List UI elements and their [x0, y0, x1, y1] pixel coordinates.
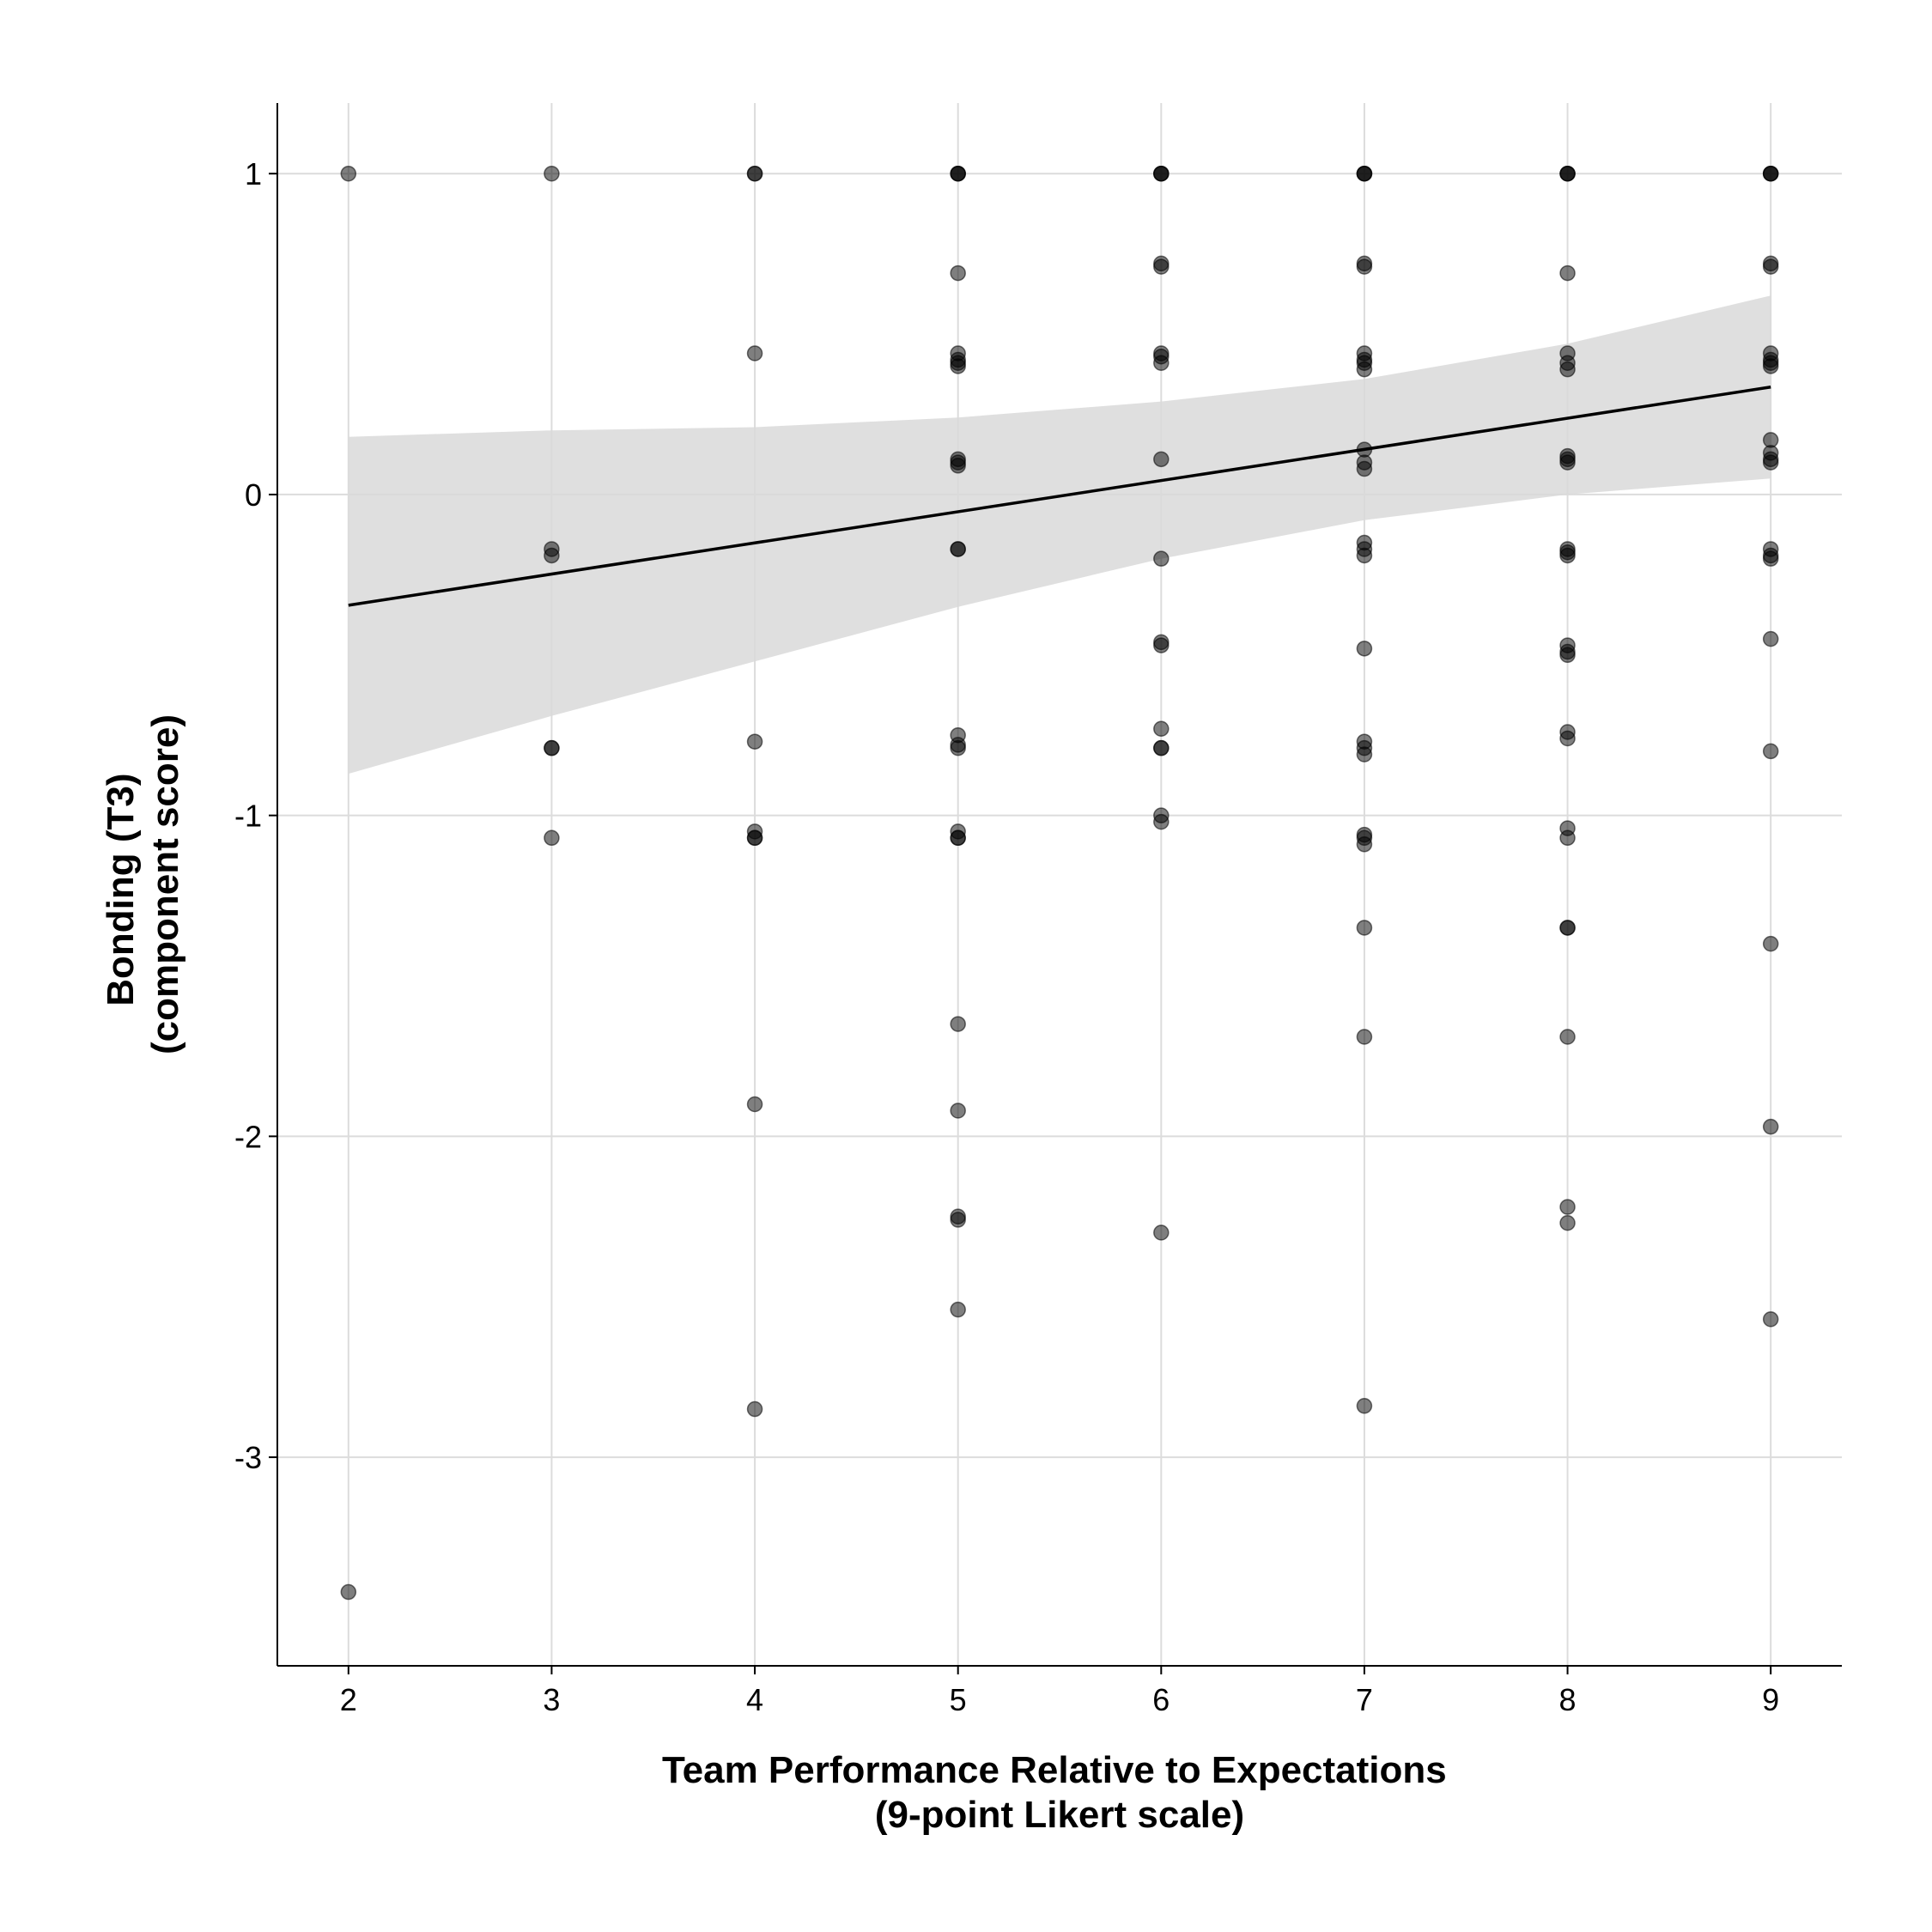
- data-point: [746, 733, 763, 750]
- data-point: [1559, 1029, 1576, 1045]
- data-point: [746, 345, 763, 361]
- data-point: [1356, 746, 1373, 762]
- data-point: [950, 264, 966, 282]
- regression-line: [348, 386, 1771, 607]
- data-point: [1356, 547, 1373, 564]
- y-tick-label: -1: [234, 799, 262, 834]
- data-point: [1559, 829, 1576, 847]
- data-point: [1762, 454, 1779, 471]
- data-point: [1559, 454, 1576, 471]
- data-point: [1762, 935, 1779, 952]
- data-point: [1356, 165, 1373, 182]
- x-tick-label: 7: [1356, 1682, 1373, 1717]
- data-point: [1356, 1029, 1373, 1045]
- data-point: [950, 1016, 966, 1032]
- data-point: [1153, 1224, 1170, 1241]
- data-point: [1153, 550, 1170, 567]
- data-point: [544, 165, 560, 182]
- x-axis-title-line-2: (9-point Likert scale): [875, 1794, 1244, 1836]
- data-point: [1762, 258, 1779, 275]
- data-point: [1153, 451, 1170, 468]
- data-point: [1762, 358, 1779, 374]
- data-point: [1559, 165, 1576, 182]
- data-point: [950, 1103, 966, 1119]
- data-point: [1559, 920, 1576, 936]
- data-point: [1559, 264, 1576, 282]
- data-point: [1153, 720, 1170, 737]
- x-tick-label: 6: [1152, 1682, 1170, 1717]
- data-point: [1559, 361, 1576, 378]
- data-point: [950, 739, 966, 756]
- data-point: [1153, 637, 1170, 653]
- data-point: [950, 829, 966, 847]
- x-axis-title-line-1: Team Performance Relative to Expectation…: [662, 1749, 1447, 1791]
- y-tick-label: -3: [234, 1440, 262, 1475]
- data-point: [544, 547, 560, 564]
- data-point: [1153, 355, 1170, 371]
- data-point: [1356, 1398, 1373, 1414]
- y-tick-label: 0: [245, 477, 262, 513]
- data-point: [1762, 165, 1779, 182]
- y-axis-title-line-1: Bonding (T3): [100, 773, 142, 1005]
- data-point: [746, 1400, 763, 1418]
- x-tick-label: 2: [340, 1682, 357, 1717]
- data-point: [544, 739, 560, 756]
- axes: [269, 103, 1842, 1674]
- y-tick-label: -2: [234, 1119, 262, 1154]
- data-point: [746, 829, 763, 847]
- x-tick-label: 8: [1559, 1682, 1577, 1717]
- data-point: [746, 165, 763, 182]
- data-point: [1762, 743, 1779, 760]
- x-axis-title: Team Performance Relative to Expectation…: [662, 1749, 1457, 1836]
- data-point: [1559, 647, 1576, 664]
- data-point: [1762, 630, 1779, 647]
- data-point: [1356, 258, 1373, 275]
- data-point: [950, 1212, 966, 1228]
- data-point: [1153, 813, 1170, 830]
- confidence-band: [348, 295, 1771, 775]
- data-points: [340, 165, 1779, 1601]
- data-point: [1762, 550, 1779, 567]
- data-point: [1762, 1311, 1779, 1327]
- data-point: [1559, 1199, 1576, 1215]
- data-point: [340, 1583, 357, 1601]
- x-tick-label: 9: [1762, 1682, 1779, 1717]
- data-point: [1356, 836, 1373, 853]
- tick-labels: 2 3 4 5 6 7 8 910-1-2-3: [234, 156, 1779, 1717]
- data-point: [1153, 739, 1170, 756]
- data-point: [1559, 730, 1576, 747]
- data-point: [950, 541, 966, 557]
- data-point: [1153, 165, 1170, 182]
- y-tick-label: 1: [245, 156, 262, 191]
- data-point: [1559, 1215, 1576, 1231]
- x-tick-label: 5: [950, 1682, 967, 1717]
- data-point: [746, 1096, 763, 1113]
- data-point: [950, 1301, 966, 1318]
- data-point: [950, 165, 966, 182]
- data-point: [1559, 547, 1576, 564]
- data-point: [950, 458, 966, 474]
- data-point: [1356, 920, 1373, 936]
- confidence-band-layer: [348, 295, 1771, 775]
- regression-line-layer: [348, 386, 1771, 607]
- data-point: [950, 355, 966, 371]
- data-point: [1356, 641, 1373, 657]
- data-point: [1153, 258, 1170, 275]
- y-axis-title-line-2: (component score): [144, 714, 186, 1054]
- data-point: [1356, 460, 1373, 477]
- y-axis-title: Bonding (T3) (component score): [100, 714, 186, 1054]
- data-point: [340, 165, 357, 182]
- data-point: [1762, 1118, 1779, 1135]
- x-tick-label: 3: [543, 1682, 560, 1717]
- data-point: [544, 829, 560, 847]
- x-tick-label: 4: [746, 1682, 763, 1717]
- data-point: [1356, 361, 1373, 378]
